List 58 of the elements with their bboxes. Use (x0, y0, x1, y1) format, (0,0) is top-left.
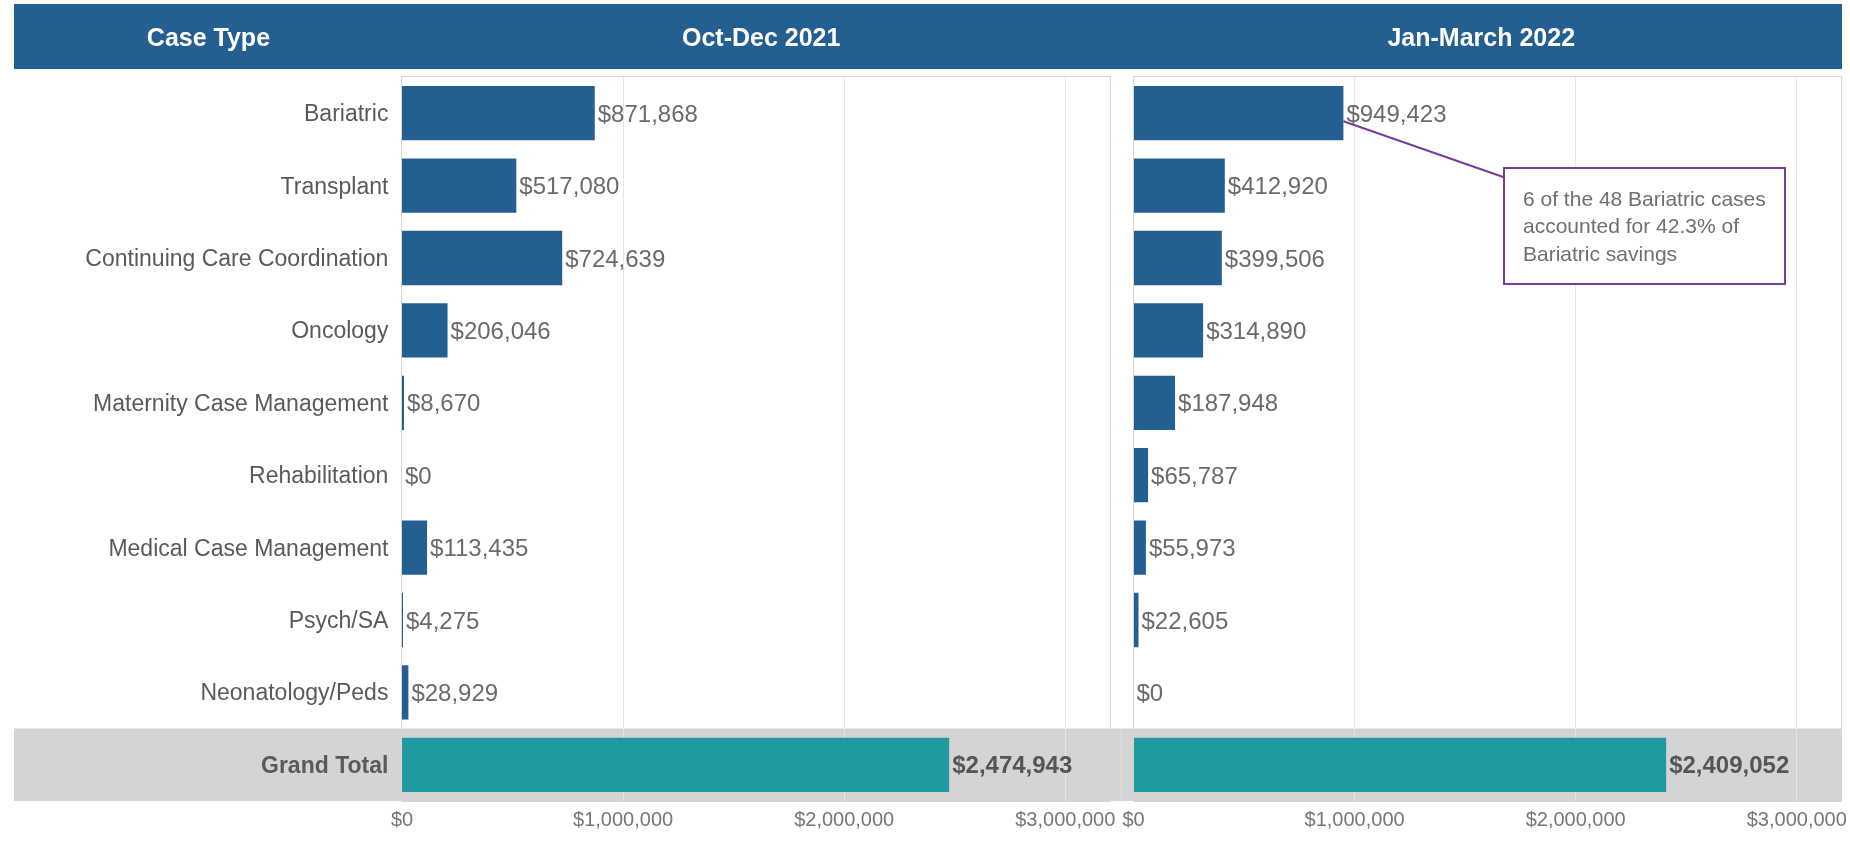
data-label: $8,670 (407, 389, 481, 417)
data-label: $4,275 (406, 606, 480, 634)
data-label: $28,929 (411, 678, 499, 706)
data-label: $724,639 (565, 244, 666, 272)
bar (402, 665, 409, 720)
data-label: $517,080 (519, 172, 620, 200)
bar (1133, 158, 1225, 213)
bar (1133, 86, 1344, 141)
bar (402, 158, 517, 213)
y-tick-label: Rehabilitation (249, 462, 389, 489)
bar (402, 520, 428, 575)
y-tick-label: Psych/SA (288, 607, 390, 634)
data-label: $65,787 (1151, 461, 1238, 489)
data-label: $2,474,943 (952, 751, 1073, 779)
data-label: $0 (1136, 678, 1164, 706)
data-label: $0 (405, 461, 432, 489)
y-tick-label: Grand Total (261, 751, 389, 778)
bar (1133, 520, 1146, 575)
x-tick-label: $0 (1122, 808, 1145, 830)
data-label: $2,409,052 (1669, 751, 1790, 779)
y-tick-label: Maternity Case Management (93, 389, 389, 416)
bar (402, 303, 448, 358)
data-label: $22,605 (1141, 606, 1229, 634)
bar (402, 737, 950, 792)
y-tick-label: Transplant (280, 172, 390, 199)
x-tick-label: $1,000,000 (573, 808, 674, 830)
y-tick-label: Bariatric (304, 100, 389, 127)
data-label: $399,506 (1224, 244, 1325, 272)
bar (1133, 737, 1667, 792)
y-tick-label: Medical Case Management (108, 534, 389, 561)
y-axis-title: Case Type (146, 22, 271, 51)
x-tick-label: $0 (390, 808, 414, 830)
chart-title: Jan-March 2022 (1387, 22, 1576, 51)
x-tick-label: $2,000,000 (794, 808, 895, 830)
data-label: $412,920 (1227, 172, 1328, 200)
data-label: $206,046 (450, 316, 551, 344)
x-tick-label: $3,000,000 (1015, 808, 1116, 830)
y-tick-label: Neonatology/Peds (200, 679, 389, 706)
bar (1133, 592, 1139, 648)
x-tick-label: $3,000,000 (1746, 808, 1847, 830)
data-label: $871,868 (597, 99, 698, 127)
bar (402, 86, 595, 141)
annotation: 6 of the 48 Bariatric cases accounted for 42.3% of Bariatric savings (1523, 187, 1766, 265)
data-label: $949,423 (1346, 99, 1447, 127)
bar (1133, 375, 1176, 430)
y-tick-label: Continuing Care Coordination (85, 245, 389, 272)
y-tick-label: Oncology (291, 317, 389, 344)
x-tick-label: $1,000,000 (1304, 808, 1405, 830)
bar (1133, 448, 1149, 503)
data-label: $113,435 (430, 534, 529, 562)
bar (402, 230, 563, 286)
data-label: $314,890 (1206, 316, 1307, 344)
data-label: $55,973 (1148, 534, 1236, 562)
x-tick-label: $2,000,000 (1525, 808, 1626, 830)
data-label: $187,948 (1178, 389, 1279, 417)
chart-title: Oct-Dec 2021 (681, 22, 841, 51)
bar (1133, 303, 1204, 358)
bar (1133, 230, 1222, 286)
